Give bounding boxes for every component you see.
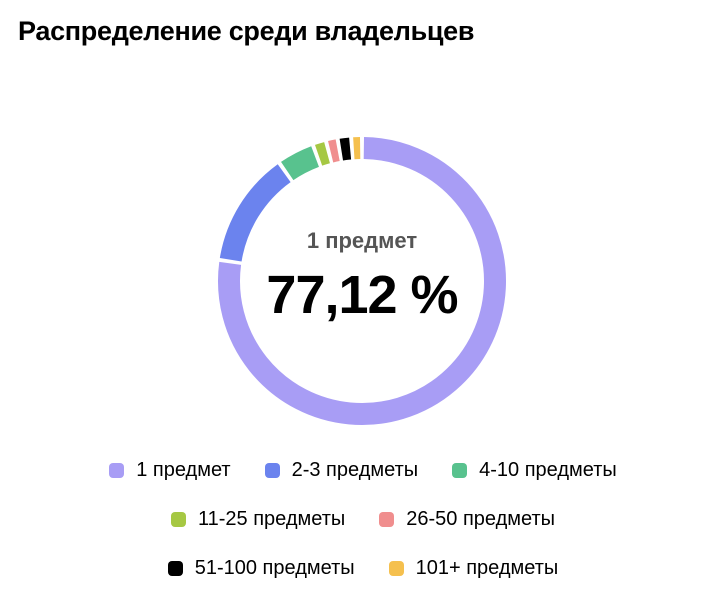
donut-chart [218, 137, 506, 425]
legend-item-11-25-items[interactable]: 11-25 предметы [170, 508, 346, 531]
chart-title: Распределение среди владельцев [18, 16, 475, 46]
legend-label: 26-50 предметы [406, 508, 556, 530]
donut-slice-4[interactable] [314, 142, 331, 166]
legend-swatch [452, 463, 468, 478]
donut-slice-3[interactable] [281, 146, 320, 181]
legend-label: 101+ предметы [415, 557, 559, 579]
legend-swatch [167, 561, 183, 576]
legend-label: 4-10 предметы [479, 459, 617, 481]
legend-label: 2-3 предметы [291, 459, 419, 481]
legend-swatch [388, 561, 404, 576]
legend-item-1-item[interactable]: 1 предмет [109, 459, 231, 482]
donut-slice-1[interactable] [218, 137, 506, 425]
legend-swatch [264, 463, 280, 478]
legend-swatch [109, 463, 125, 478]
center-category-label: 1 предмет [306, 228, 418, 253]
legend-swatch [170, 512, 186, 527]
center-percentage-value: 77,12 % [266, 265, 458, 325]
legend-item-4-10-items[interactable]: 4-10 предметы [452, 459, 617, 482]
legend-label: 11-25 предметы [197, 508, 346, 530]
legend-row-1: 1 предмет 2-3 предметы 4-10 предметы [0, 459, 726, 482]
legend-row-2: 11-25 предметы 26-50 предметы [0, 508, 726, 531]
legend-row-3: 51-100 предметы 101+ предметы [0, 557, 726, 580]
legend-label: 1 предмет [136, 459, 231, 481]
legend-item-101-plus-items[interactable]: 101+ предметы [388, 557, 559, 580]
donut-slice-2[interactable] [219, 164, 291, 262]
legend-item-26-50-items[interactable]: 26-50 предметы [379, 508, 555, 531]
donut-slice-6[interactable] [339, 137, 352, 161]
legend-item-51-100-items[interactable]: 51-100 предметы [167, 557, 355, 580]
legend-swatch [379, 512, 395, 527]
donut-slice-5[interactable] [328, 139, 340, 163]
legend-item-2-3-items[interactable]: 2-3 предметы [264, 459, 419, 482]
legend-label: 51-100 предметы [194, 557, 355, 579]
